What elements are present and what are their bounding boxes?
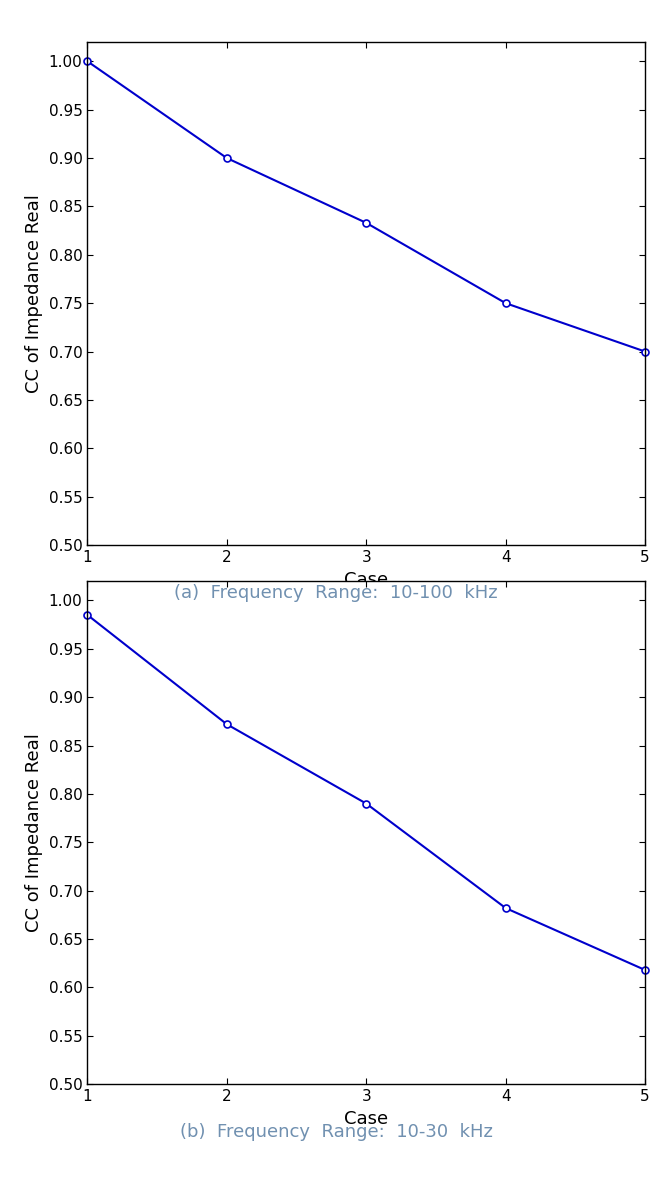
X-axis label: Case: Case <box>344 1109 388 1127</box>
Y-axis label: CC of Impedance Real: CC of Impedance Real <box>25 733 43 932</box>
Y-axis label: CC of Impedance Real: CC of Impedance Real <box>25 194 43 393</box>
X-axis label: Case: Case <box>344 570 388 588</box>
Text: (b)  Frequency  Range:  10-30  kHz: (b) Frequency Range: 10-30 kHz <box>179 1123 493 1142</box>
Text: (a)  Frequency  Range:  10-100  kHz: (a) Frequency Range: 10-100 kHz <box>174 583 498 603</box>
